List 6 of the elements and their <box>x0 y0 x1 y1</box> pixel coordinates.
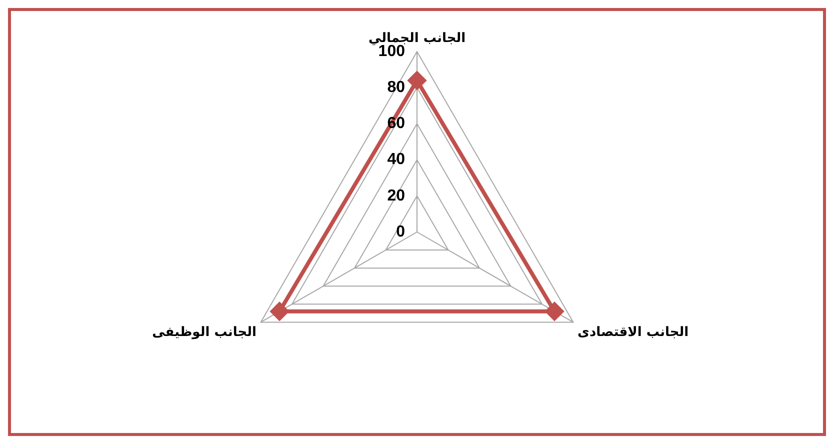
y-tick-label: 20 <box>387 187 406 204</box>
y-tick-label: 80 <box>387 79 406 96</box>
spoke-label: الجانب الاقتصادى <box>578 324 689 340</box>
spoke-label: الجانب الوظيفى <box>152 324 256 340</box>
y-tick-label: 0 <box>396 223 406 240</box>
y-tick-label: 40 <box>387 151 406 168</box>
